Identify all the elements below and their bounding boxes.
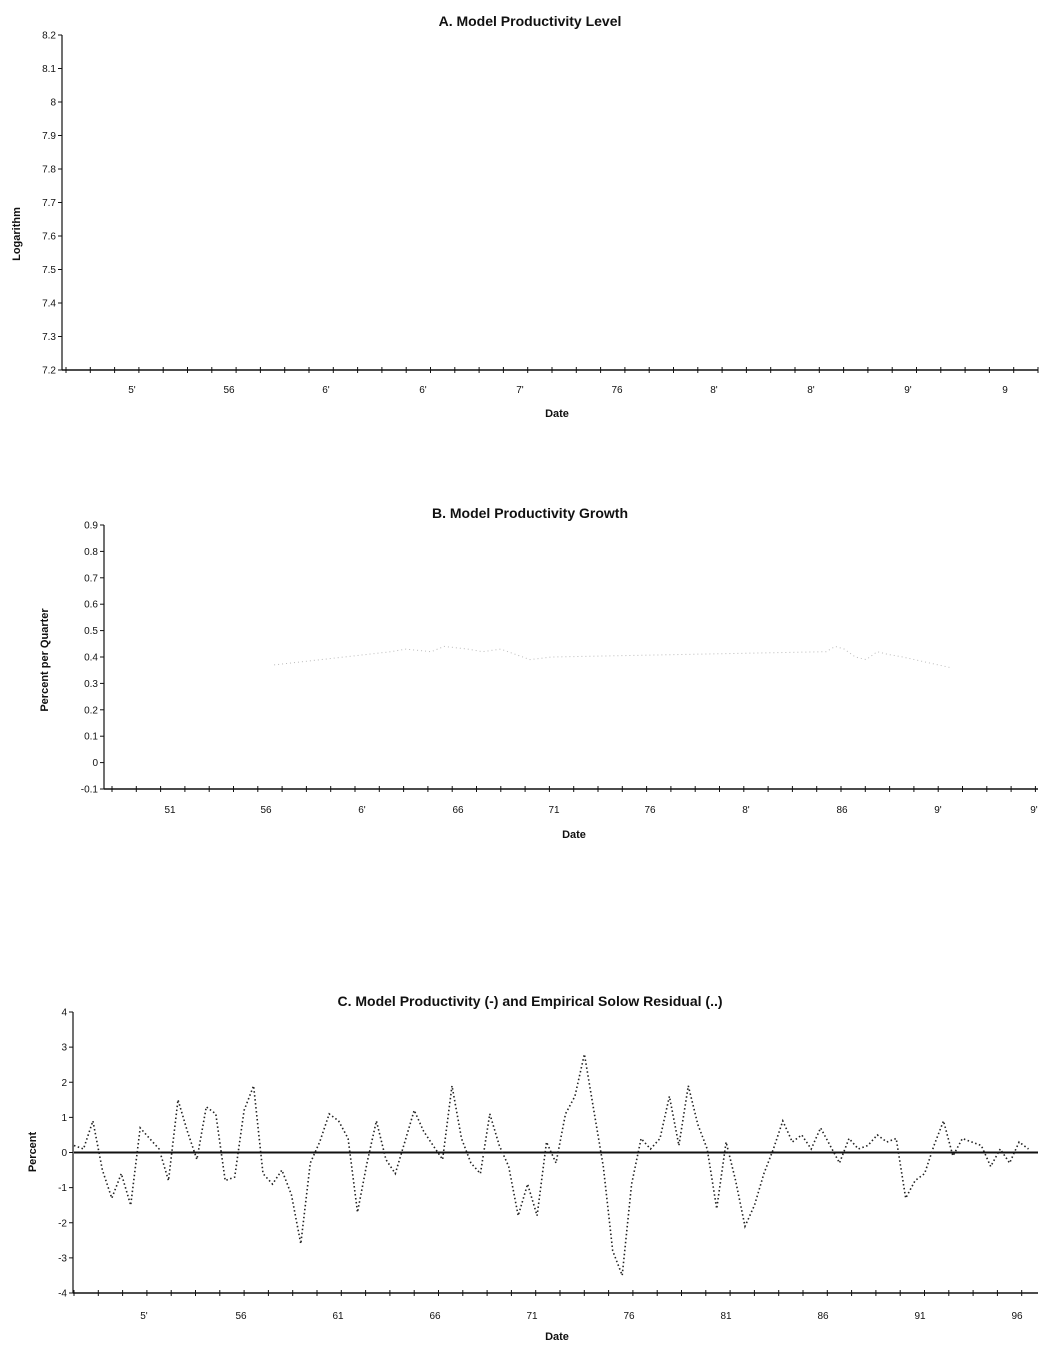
x-tick-label: 86 — [836, 805, 848, 816]
x-tick-label: 56 — [260, 805, 272, 816]
x-tick-label: 6' — [322, 385, 330, 396]
x-tick-label: 6' — [419, 385, 427, 396]
y-tick-label: 0.6 — [84, 600, 98, 611]
x-tick-label: 5' — [140, 1311, 148, 1322]
x-tick-label: 76 — [611, 385, 623, 396]
x-tick-label: 9 — [1002, 385, 1008, 396]
x-tick-label: 6' — [358, 805, 366, 816]
x-tick-label: 5' — [128, 385, 136, 396]
y-tick-label: 0 — [92, 758, 98, 769]
panel-a-axes: 7.2 7.3 7.4 7.5 7.6 7.7 7.8 7.9 8 8.1 8.2 5' 56 6' 6' 7… — [42, 31, 1039, 396]
x-tick-label: 91 — [914, 1311, 926, 1322]
y-tick-label: 7.9 — [42, 131, 56, 142]
x-tick-label: 9' — [934, 805, 942, 816]
x-tick-label: 56 — [223, 385, 235, 396]
y-tick-label: 0.4 — [84, 653, 98, 664]
panel-c-plot-area — [73, 1054, 1038, 1276]
panel-b: B. Model Productivity Growth Date Percen… — [39, 505, 1038, 841]
x-tick-label: 66 — [429, 1311, 441, 1322]
panel-c-xlabel: Date — [545, 1331, 569, 1343]
x-tick-label: 71 — [526, 1311, 538, 1322]
y-tick-label: -1 — [58, 1183, 67, 1194]
panel-c-ylabel: Percent — [27, 1131, 39, 1172]
growth-faint-line — [274, 645, 951, 669]
x-tick-label: 8' — [742, 805, 750, 816]
y-tick-label: 7.2 — [42, 366, 56, 377]
y-tick-label: 7.5 — [42, 265, 56, 276]
y-tick-label: 7.7 — [42, 198, 56, 209]
y-tick-label: 1 — [61, 1113, 67, 1124]
x-tick-label: 7' — [516, 385, 524, 396]
y-tick-label: 7.4 — [42, 299, 56, 310]
y-tick-label: -4 — [58, 1289, 67, 1300]
panel-b-title: B. Model Productivity Growth — [432, 505, 628, 521]
y-tick-label: 8.2 — [42, 31, 56, 42]
y-tick-label: -0.1 — [81, 785, 99, 796]
y-tick-label: 7.6 — [42, 232, 56, 243]
x-tick-label: 51 — [164, 805, 176, 816]
x-tick-label: 8' — [807, 385, 815, 396]
x-tick-label: 56 — [235, 1311, 247, 1322]
y-tick-label: 7.3 — [42, 332, 56, 343]
x-tick-label: 81 — [720, 1311, 732, 1322]
panel-b-ylabel: Percent per Quarter — [39, 608, 51, 712]
y-tick-label: 3 — [61, 1043, 67, 1054]
solow-residual-line — [73, 1054, 1029, 1276]
y-tick-label: 0.8 — [84, 547, 98, 558]
y-tick-label: 0.1 — [84, 732, 98, 743]
panel-c-title: C. Model Productivity (-) and Empirical … — [337, 993, 722, 1009]
panel-a-xlabel: Date — [545, 408, 569, 420]
y-tick-label: 8.1 — [42, 64, 56, 75]
panel-c-axes: -4 -3 -2 -1 0 1 2 3 4 5' 56 61 66 71 76 81 86 91 96 — [58, 1008, 1038, 1322]
y-tick-label: 7.8 — [42, 165, 56, 176]
panel-a-title: A. Model Productivity Level — [439, 13, 622, 29]
panel-b-axes: -0.1 0 0.1 0.2 0.3 0.4 0.5 0.6 0.7 0.8 0.9 51 56 6' 66… — [81, 521, 1038, 816]
x-tick-label: 66 — [452, 805, 464, 816]
x-tick-label: 76 — [623, 1311, 635, 1322]
x-tick-label: 76 — [644, 805, 656, 816]
panel-c: C. Model Productivity (-) and Empirical … — [27, 993, 1038, 1343]
panel-a: A. Model Productivity Level Date Logarit… — [11, 13, 1039, 420]
y-tick-label: -2 — [58, 1218, 67, 1229]
x-tick-label: 96 — [1011, 1311, 1023, 1322]
y-tick-label: 0.7 — [84, 573, 98, 584]
x-tick-label: 71 — [548, 805, 560, 816]
panel-b-xlabel: Date — [562, 829, 586, 841]
x-tick-label: 86 — [817, 1311, 829, 1322]
y-tick-label: 0.5 — [84, 626, 98, 637]
panel-a-ylabel: Logarithm — [11, 207, 23, 261]
x-tick-label: 8' — [710, 385, 718, 396]
y-tick-label: 0 — [61, 1148, 67, 1159]
y-tick-label: 8 — [50, 98, 56, 109]
y-tick-label: -3 — [58, 1253, 67, 1264]
y-tick-label: 2 — [61, 1078, 67, 1089]
y-tick-label: 0.9 — [84, 521, 98, 532]
y-tick-label: 0.2 — [84, 705, 98, 716]
x-tick-label: 61 — [332, 1311, 344, 1322]
y-tick-label: 0.3 — [84, 679, 98, 690]
x-tick-label: 9' — [904, 385, 912, 396]
panel-b-plot-area — [274, 645, 951, 669]
y-tick-label: 4 — [61, 1008, 67, 1019]
x-tick-label: 9' — [1030, 805, 1038, 816]
